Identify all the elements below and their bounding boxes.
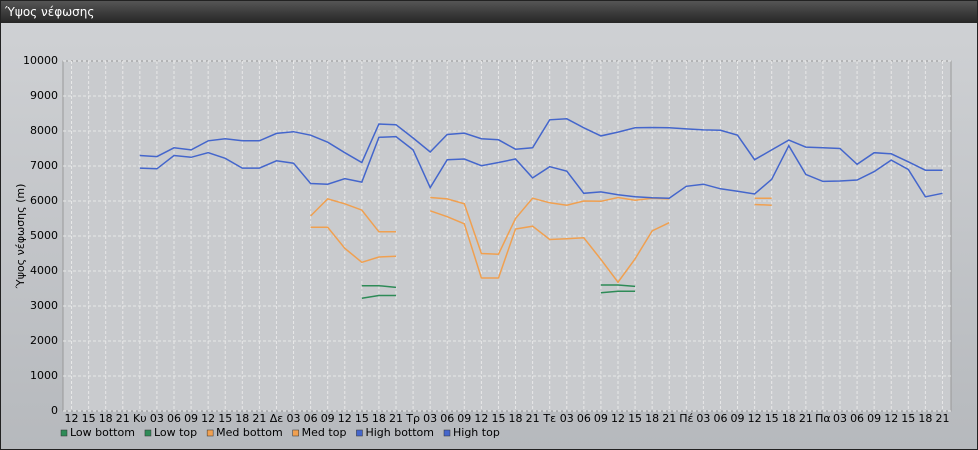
legend-label: High bottom xyxy=(365,426,434,439)
x-tick-label: 21 xyxy=(935,412,949,425)
x-tick-label: 18 xyxy=(782,412,796,425)
x-tick-label: 21 xyxy=(526,412,540,425)
series-line xyxy=(139,118,943,171)
x-tick-label: 15 xyxy=(628,412,642,425)
x-tick-label: 06 xyxy=(167,412,181,425)
x-tick-label: 18 xyxy=(99,412,113,425)
x-tick-label: Κυ xyxy=(133,412,147,425)
x-tick-label: Δε xyxy=(270,412,284,425)
y-tick-label: 6000 xyxy=(30,194,58,207)
legend-swatch xyxy=(206,429,214,437)
legend-label: Low bottom xyxy=(70,426,135,439)
x-tick-label: 21 xyxy=(799,412,813,425)
y-tick-label: 1000 xyxy=(30,369,58,382)
x-tick-label: 06 xyxy=(440,412,454,425)
legend-swatch xyxy=(443,429,451,437)
x-tick-label: 09 xyxy=(594,412,608,425)
x-tick-label: 18 xyxy=(645,412,659,425)
x-tick-label: 18 xyxy=(509,412,523,425)
x-tick-label: 09 xyxy=(867,412,881,425)
y-tick-label: 7000 xyxy=(30,159,58,172)
x-tick-label: 18 xyxy=(918,412,932,425)
x-tick-label: 12 xyxy=(65,412,79,425)
x-tick-label: 15 xyxy=(218,412,232,425)
x-tick-label: 03 xyxy=(423,412,437,425)
y-axis-label: Ύψος νέφωσης (m) xyxy=(14,184,27,290)
x-tick-label: 21 xyxy=(389,412,403,425)
y-tick-label: 0 xyxy=(51,404,58,417)
x-tick-label: 03 xyxy=(287,412,301,425)
y-tick-label: 9000 xyxy=(30,89,58,102)
x-tick-label: 06 xyxy=(577,412,591,425)
x-tick-label: 06 xyxy=(713,412,727,425)
series-line xyxy=(310,203,772,284)
series-line xyxy=(310,196,772,255)
x-tick-label: Πα xyxy=(815,412,831,425)
series-line xyxy=(361,284,636,289)
x-tick-label: 03 xyxy=(150,412,164,425)
x-tick-label: 21 xyxy=(116,412,130,425)
x-tick-label: 15 xyxy=(491,412,505,425)
y-tick-label: 4000 xyxy=(30,264,58,277)
legend-swatch xyxy=(356,429,363,437)
x-tick-label: 12 xyxy=(201,412,215,425)
x-tick-label: Πέ xyxy=(679,412,693,425)
x-tick-label: 15 xyxy=(765,412,779,425)
x-tick-label: 03 xyxy=(696,412,710,425)
x-tick-label: 18 xyxy=(235,412,249,425)
x-tick-label: Τρ xyxy=(405,412,420,425)
y-tick-label: 8000 xyxy=(30,124,58,137)
x-tick-label: 15 xyxy=(901,412,915,425)
legend-label: Med top xyxy=(302,426,347,439)
x-tick-label: 12 xyxy=(338,412,352,425)
x-tick-label: 15 xyxy=(355,412,369,425)
legend-label: Low top xyxy=(154,426,197,439)
series-line xyxy=(361,290,636,300)
x-tick-label: 06 xyxy=(304,412,318,425)
x-tick-label: 21 xyxy=(252,412,266,425)
x-tick-label: 12 xyxy=(611,412,625,425)
window-title: Ύψος νέφωσης xyxy=(1,1,977,23)
x-tick-label: 06 xyxy=(850,412,864,425)
legend-label: Med bottom xyxy=(216,426,283,439)
x-tick-label: 09 xyxy=(457,412,471,425)
x-tick-label: 21 xyxy=(662,412,676,425)
x-tick-label: 18 xyxy=(372,412,386,425)
x-tick-label: 12 xyxy=(884,412,898,425)
legend-swatch xyxy=(60,429,68,437)
x-tick-label: 09 xyxy=(321,412,335,425)
x-tick-label: 12 xyxy=(474,412,488,425)
x-tick-label: Τε xyxy=(542,412,556,425)
x-tick-label: 09 xyxy=(184,412,198,425)
x-tick-label: 03 xyxy=(833,412,847,425)
legend-swatch xyxy=(292,429,299,437)
y-tick-label: 3000 xyxy=(30,299,58,312)
x-tick-label: 15 xyxy=(82,412,96,425)
chart: Ύψος νέφωσης (m) 0 1000 2000 3000 4000 5000 60… xyxy=(14,54,952,439)
x-tick-label: 12 xyxy=(748,412,762,425)
legend-label: High top xyxy=(453,426,500,439)
legend-swatch xyxy=(144,429,152,437)
x-tick-label: 09 xyxy=(731,412,745,425)
series-line xyxy=(139,135,943,199)
x-tick-label: 03 xyxy=(560,412,574,425)
y-tick-label: 5000 xyxy=(30,229,58,242)
y-tick-label: 2000 xyxy=(30,334,58,347)
y-tick-label: 10000 xyxy=(23,54,58,67)
